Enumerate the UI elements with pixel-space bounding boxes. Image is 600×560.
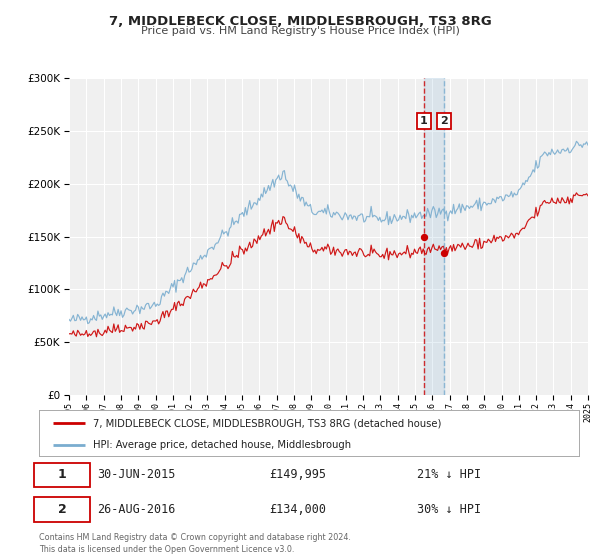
Text: 21% ↓ HPI: 21% ↓ HPI <box>417 468 481 482</box>
Text: 26-AUG-2016: 26-AUG-2016 <box>97 503 175 516</box>
Text: 7, MIDDLEBECK CLOSE, MIDDLESBROUGH, TS3 8RG: 7, MIDDLEBECK CLOSE, MIDDLESBROUGH, TS3 … <box>109 15 491 28</box>
Text: 30-JUN-2015: 30-JUN-2015 <box>97 468 175 482</box>
Text: Contains HM Land Registry data © Crown copyright and database right 2024.: Contains HM Land Registry data © Crown c… <box>39 533 351 542</box>
Text: 30% ↓ HPI: 30% ↓ HPI <box>417 503 481 516</box>
Text: 1: 1 <box>58 468 67 482</box>
Text: 1: 1 <box>420 116 428 126</box>
Point <box>419 232 428 241</box>
Point <box>439 249 449 258</box>
Text: £149,995: £149,995 <box>270 468 326 482</box>
Bar <box>424 78 444 395</box>
Text: 2: 2 <box>440 116 448 126</box>
Text: Price paid vs. HM Land Registry's House Price Index (HPI): Price paid vs. HM Land Registry's House … <box>140 26 460 36</box>
Text: £134,000: £134,000 <box>270 503 326 516</box>
FancyBboxPatch shape <box>34 497 91 522</box>
Text: HPI: Average price, detached house, Middlesbrough: HPI: Average price, detached house, Midd… <box>93 440 351 450</box>
Text: 2: 2 <box>58 503 67 516</box>
Text: 7, MIDDLEBECK CLOSE, MIDDLESBROUGH, TS3 8RG (detached house): 7, MIDDLEBECK CLOSE, MIDDLESBROUGH, TS3 … <box>93 418 442 428</box>
Text: This data is licensed under the Open Government Licence v3.0.: This data is licensed under the Open Gov… <box>39 545 295 554</box>
FancyBboxPatch shape <box>34 463 91 487</box>
